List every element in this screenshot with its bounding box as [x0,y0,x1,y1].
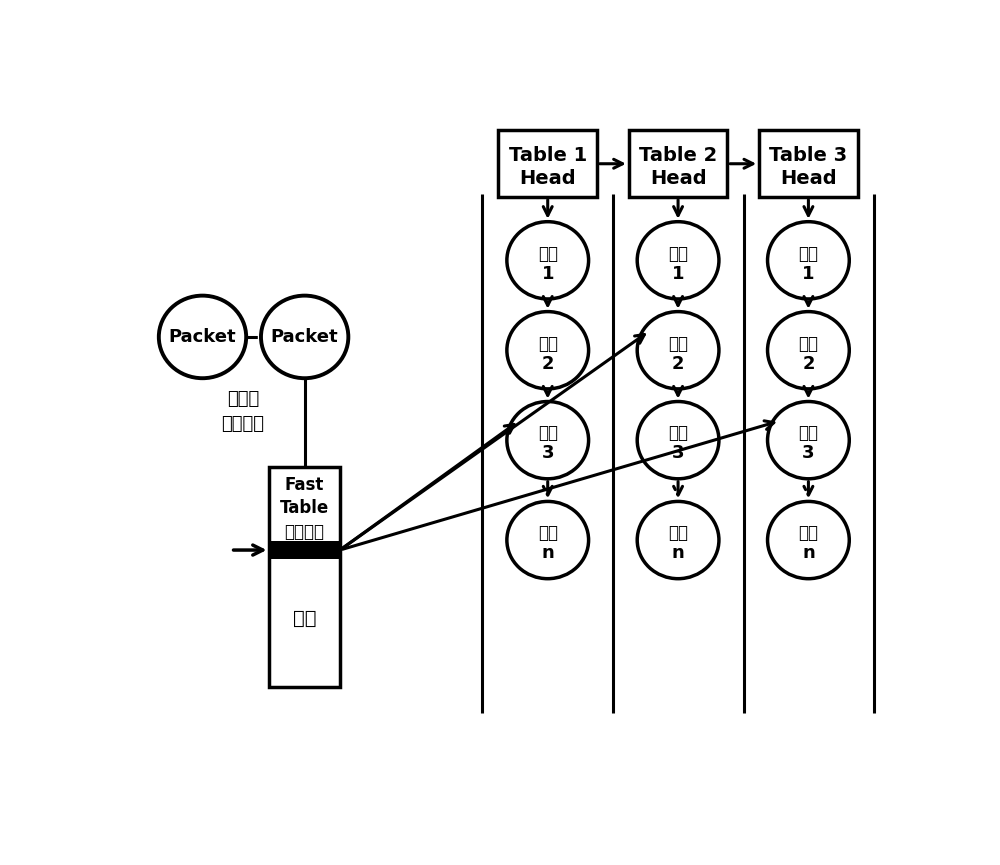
Text: 表项: 表项 [538,245,558,263]
Text: 3: 3 [541,445,554,463]
Bar [759,131,858,197]
Text: 表项: 表项 [538,524,558,542]
Circle shape [507,401,589,479]
Bar [498,131,597,197]
Text: Table 2: Table 2 [639,145,717,164]
Text: 表项: 表项 [798,335,818,353]
Text: 2: 2 [672,355,684,373]
Text: 3: 3 [802,445,815,463]
Text: 1: 1 [672,265,684,283]
Text: 表项: 表项 [668,335,688,353]
Text: n: n [541,544,554,562]
Text: 数据报文: 数据报文 [222,415,265,432]
Circle shape [159,296,246,378]
Text: Packet: Packet [271,328,338,346]
Text: 3: 3 [672,445,684,463]
Circle shape [507,221,589,299]
Circle shape [768,502,849,579]
Circle shape [507,311,589,389]
Text: 表项: 表项 [668,524,688,542]
Text: Table: Table [280,499,329,517]
Text: 表项: 表项 [538,425,558,443]
Text: 输入的: 输入的 [227,390,259,408]
Text: Table 1: Table 1 [509,145,587,164]
Text: 表项: 表项 [798,524,818,542]
Text: 1: 1 [802,265,815,283]
Circle shape [768,221,849,299]
Text: 成员: 成员 [293,609,316,628]
Circle shape [507,502,589,579]
Bar [629,131,727,197]
Text: （快表）: （快表） [285,522,325,541]
Text: 2: 2 [541,355,554,373]
Circle shape [637,401,719,479]
Bar [269,467,340,687]
Text: Packet: Packet [169,328,236,346]
Text: Fast: Fast [285,476,324,494]
Text: 表项: 表项 [668,245,688,263]
Circle shape [637,221,719,299]
Circle shape [637,502,719,579]
Text: 1: 1 [541,265,554,283]
Circle shape [637,311,719,389]
Text: 表项: 表项 [668,425,688,443]
Text: 表项: 表项 [798,245,818,263]
Bar [269,541,340,560]
Circle shape [261,296,348,378]
Circle shape [768,401,849,479]
Text: Head: Head [650,169,706,188]
Text: n: n [802,544,815,562]
Text: Head: Head [519,169,576,188]
Text: n: n [672,544,684,562]
Text: 2: 2 [802,355,815,373]
Text: Table 3: Table 3 [769,145,847,164]
Circle shape [768,311,849,389]
Text: 表项: 表项 [538,335,558,353]
Text: 表项: 表项 [798,425,818,443]
Text: Head: Head [780,169,837,188]
